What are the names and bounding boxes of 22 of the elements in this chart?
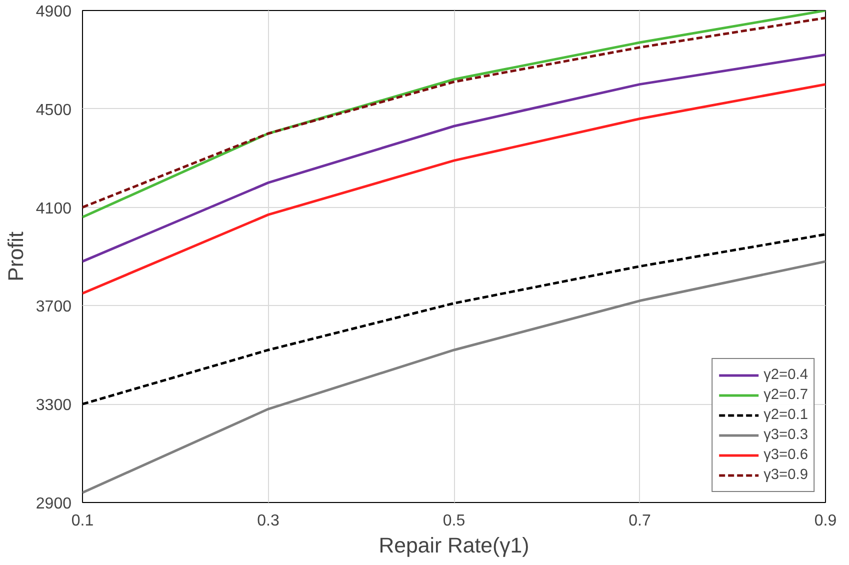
- x-tick-label: 0.5: [442, 512, 466, 530]
- y-tick-label: 4100: [36, 200, 72, 218]
- y-tick-label: 4500: [36, 102, 72, 119]
- legend-label: γ3=0.3: [764, 426, 808, 444]
- legend-label: γ2=0.1: [764, 406, 808, 424]
- x-tick-label: 0.9: [814, 512, 837, 530]
- y-tick-label: 2900: [36, 496, 72, 512]
- x-axis-title: Repair Rate(γ1): [378, 534, 530, 558]
- y-tick-label: 4900: [36, 4, 72, 20]
- legend-label: γ2=0.4: [764, 366, 808, 384]
- y-tick-label: 3700: [36, 298, 72, 316]
- line-series: [82, 54, 826, 263]
- legend-label: γ3=0.6: [764, 446, 808, 464]
- line-series: [82, 83, 826, 295]
- y-axis-title: Profit: [4, 232, 28, 282]
- x-tick-label: 0.3: [257, 512, 280, 530]
- legend-label: γ3=0.9: [764, 466, 808, 484]
- y-tick-label: 3300: [36, 397, 72, 414]
- line-series: [82, 260, 826, 494]
- x-tick-label: 0.7: [628, 512, 651, 530]
- legend-label: γ2=0.7: [764, 386, 808, 404]
- x-tick-label: 0.1: [71, 512, 94, 530]
